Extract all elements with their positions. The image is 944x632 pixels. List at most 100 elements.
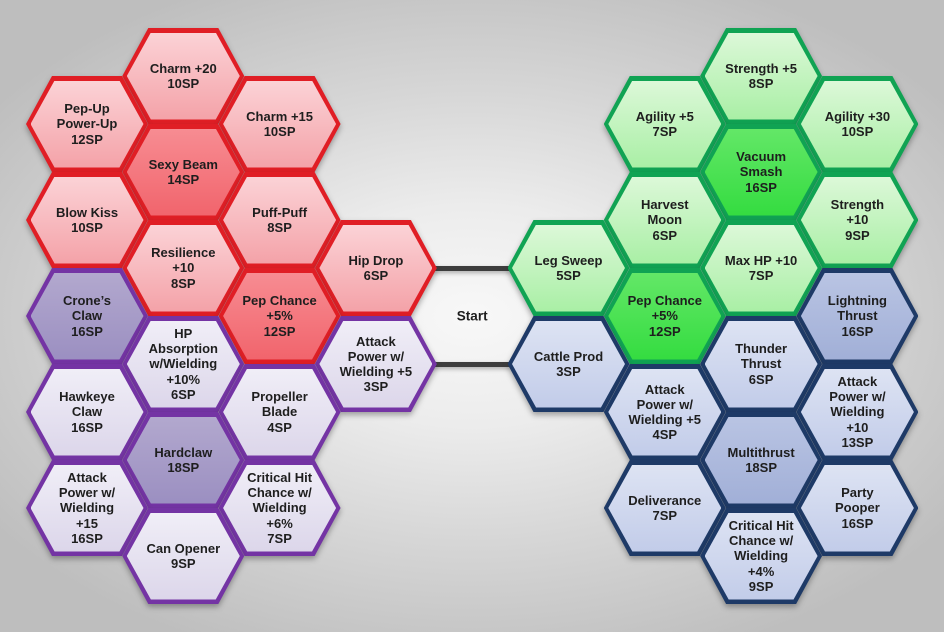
- skill-hex-strength-10: Strength +10 9SP: [796, 172, 919, 268]
- hex-fill: [223, 464, 337, 552]
- hex-fill: [126, 128, 240, 216]
- skill-hex-max-hp-10: Max HP +10 7SP: [700, 220, 823, 316]
- hex-fill: [223, 176, 337, 264]
- hex-fill: [608, 176, 722, 264]
- skill-hex-charm-20: Charm +20 10SP: [122, 28, 245, 124]
- skill-hex-label: Pep Chance +5% 12SP: [627, 293, 702, 339]
- skill-hex-hp-absorption-wielding: HP Absorption w/Wielding +10% 6SP: [122, 316, 245, 412]
- hex-fill: [704, 32, 818, 120]
- hex-fill: [704, 320, 818, 408]
- skill-hex-attack-power-w5-claws: Attack Power w/ Wielding +5 3SP: [314, 316, 437, 412]
- hex-fill: [126, 320, 240, 408]
- skill-hex-label: Lightning Thrust 16SP: [827, 293, 887, 339]
- skill-hex-label: Multithrust 18SP: [727, 444, 795, 475]
- hex-fill: [608, 80, 722, 168]
- skill-hex-pep-chance-fisticuffs: Pep Chance +5% 12SP: [603, 268, 726, 364]
- skill-hex-label: Critical Hit Chance w/ Wielding +4% 9SP: [728, 518, 794, 594]
- skill-hex-leg-sweep: Leg Sweep 5SP: [507, 220, 630, 316]
- hex-fill: [30, 464, 144, 552]
- skill-hex-label: Agility +30 10SP: [824, 108, 891, 139]
- hex-fill: [30, 80, 144, 168]
- skill-hex-label: Thunder Thrust 6SP: [735, 341, 788, 387]
- skill-hex-puff-puff: Puff-Puff 8SP: [218, 172, 341, 268]
- hex-fill: [319, 224, 433, 312]
- hex-fill: [126, 32, 240, 120]
- skill-hex-label: Pep Chance +5% 12SP: [242, 293, 317, 339]
- skill-hex-propeller-blade: Propeller Blade 4SP: [218, 364, 341, 460]
- skill-hex-hawkeye-claw: Hawkeye Claw 16SP: [26, 364, 148, 460]
- hex-fill: [126, 224, 240, 312]
- skill-hex-strength-5: Strength +5 8SP: [700, 28, 823, 124]
- skill-hex-charm-15: Charm +15 10SP: [218, 76, 341, 172]
- connector-line-1: [432, 265, 512, 271]
- hex-fill: [704, 224, 818, 312]
- skill-hex-label: Puff-Puff 8SP: [252, 204, 308, 235]
- hex-fill: [223, 368, 337, 456]
- skill-hex-label: Max HP +10 7SP: [724, 252, 798, 283]
- skill-hex-label: Blow Kiss 10SP: [55, 204, 119, 235]
- skill-hex-label: Critical Hit Chance w/ Wielding +6% 7SP: [247, 470, 313, 546]
- hex-fill: [512, 320, 625, 408]
- skill-hex-harvest-moon: Harvest Moon 6SP: [603, 172, 726, 268]
- skill-hex-label: Leg Sweep 5SP: [534, 252, 603, 283]
- skill-hex-hip-drop: Hip Drop 6SP: [314, 220, 437, 316]
- skill-hex-pep-up-power-up: Pep-Up Power-Up 12SP: [26, 76, 148, 172]
- skill-hex-attack-power-w10: Attack Power w/ Wielding +10 13SP: [796, 364, 919, 460]
- hex-fill: [608, 368, 722, 456]
- skill-hex-label: Harvest Moon 6SP: [640, 197, 689, 243]
- skill-hex-label: Vacuum Smash 16SP: [736, 149, 787, 195]
- skill-hex-attack-power-w5-spears: Attack Power w/ Wielding +5 4SP: [603, 364, 726, 460]
- hex-fill: [704, 128, 818, 216]
- hex-fill: [30, 368, 144, 456]
- hex-fill: [30, 176, 144, 264]
- skill-hex-label: Deliverance 7SP: [628, 492, 702, 523]
- connector-line-2: [432, 361, 512, 367]
- hex-fill: [704, 416, 818, 504]
- skill-hex-vacuum-smash: Vacuum Smash 16SP: [700, 124, 823, 220]
- start-label: Start: [456, 308, 488, 324]
- skill-hex-cattle-prod: Cattle Prod 3SP: [507, 316, 630, 412]
- hex-fill: [800, 368, 914, 456]
- skill-hex-label: Charm +20 10SP: [149, 60, 217, 91]
- hex-fill: [126, 512, 240, 600]
- skill-hex-agility-30: Agility +30 10SP: [796, 76, 919, 172]
- skill-hex-can-opener: Can Opener 9SP: [122, 508, 245, 604]
- skill-hex-label: Party Pooper 16SP: [834, 485, 880, 531]
- hex-fill: [223, 272, 337, 360]
- skill-hex-agility-5: Agility +5 7SP: [603, 76, 726, 172]
- skill-hex-label: Attack Power w/ Wielding +15 16SP: [58, 470, 116, 546]
- hex-fill: [608, 464, 722, 552]
- skill-hex-crit-hit-chance-w6: Critical Hit Chance w/ Wielding +6% 7SP: [218, 460, 341, 556]
- skill-hex-label: Hawkeye Claw 16SP: [59, 389, 115, 435]
- skill-hex-multithrust: Multithrust 18SP: [700, 412, 823, 508]
- hex-fill: [512, 224, 625, 312]
- skill-hex-label: Attack Power w/ Wielding +5 3SP: [339, 333, 413, 395]
- hex-fill: [30, 272, 144, 360]
- hex-fill: [704, 512, 818, 600]
- skill-hex-attack-power-w15: Attack Power w/ Wielding +15 16SP: [26, 460, 148, 556]
- skill-hex-label: Agility +5 7SP: [635, 108, 694, 139]
- hex-fill: [608, 272, 722, 360]
- hex-fill: [800, 464, 914, 552]
- skill-hex-label: Crone’s Claw 16SP: [63, 293, 111, 339]
- skill-hex-label: Strength +10 9SP: [830, 197, 885, 243]
- skill-hex-blow-kiss: Blow Kiss 10SP: [26, 172, 148, 268]
- hex-fill: [223, 80, 337, 168]
- skill-hex-pep-chance-allure: Pep Chance +5% 12SP: [218, 268, 341, 364]
- skill-hex-label: Attack Power w/ Wielding +10 13SP: [829, 374, 886, 450]
- skill-hex-label: Cattle Prod 3SP: [533, 348, 604, 379]
- skill-hex-deliverance: Deliverance 7SP: [603, 460, 726, 556]
- skill-hex-lightning-thrust: Lightning Thrust 16SP: [796, 268, 919, 364]
- skill-hex-label: HP Absorption w/Wielding +10% 6SP: [148, 326, 218, 402]
- skill-hex-hardclaw: Hardclaw 18SP: [122, 412, 245, 508]
- skill-hex-label: Propeller Blade 4SP: [251, 389, 308, 435]
- skill-hex-label: Attack Power w/ Wielding +5 4SP: [628, 381, 702, 443]
- skill-hex-thunder-thrust: Thunder Thrust 6SP: [700, 316, 823, 412]
- skill-hex-resilience-10: Resilience +10 8SP: [122, 220, 245, 316]
- skill-hex-label: Strength +5 8SP: [725, 60, 798, 91]
- hex-fill: [800, 80, 914, 168]
- hex-fill: [126, 416, 240, 504]
- skill-hex-label: Pep-Up Power-Up 12SP: [56, 101, 118, 147]
- skill-hex-label: Sexy Beam 14SP: [148, 156, 218, 187]
